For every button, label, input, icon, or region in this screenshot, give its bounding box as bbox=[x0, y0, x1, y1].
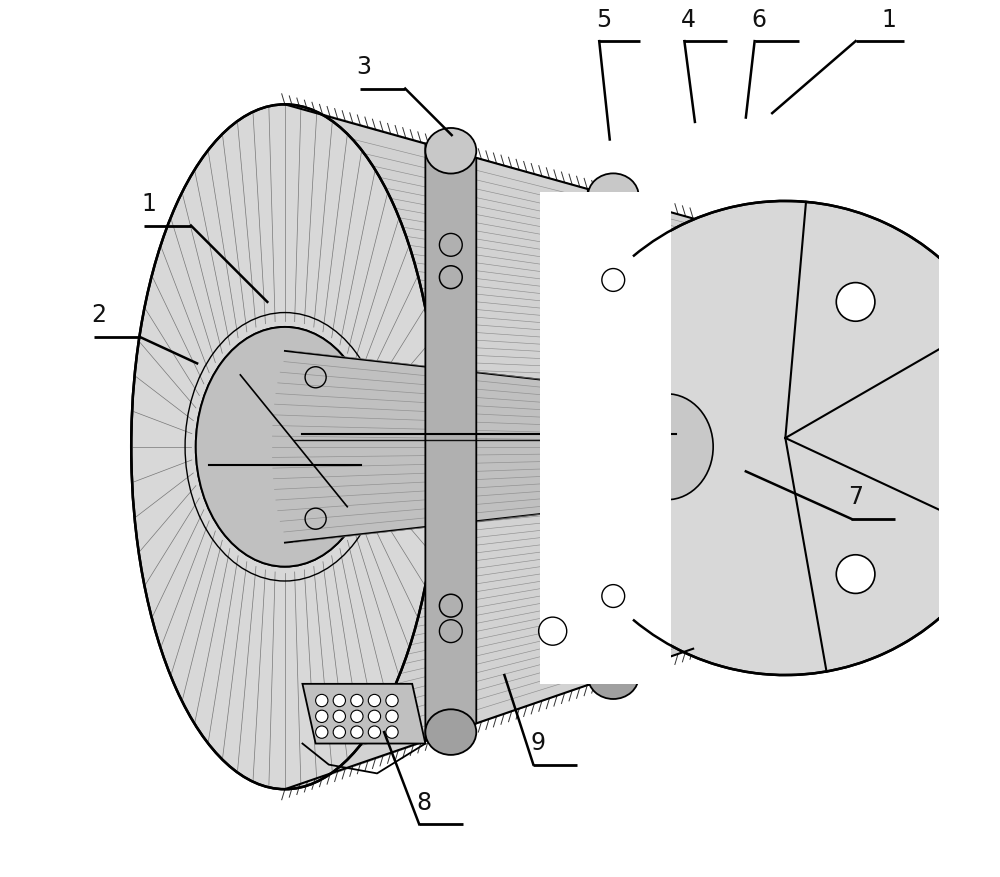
Ellipse shape bbox=[588, 653, 639, 699]
Circle shape bbox=[333, 710, 345, 723]
Circle shape bbox=[351, 710, 363, 723]
Text: 4: 4 bbox=[681, 8, 696, 32]
Text: 9: 9 bbox=[530, 731, 545, 754]
Polygon shape bbox=[285, 105, 693, 789]
Text: 8: 8 bbox=[416, 790, 431, 814]
Text: 1: 1 bbox=[882, 8, 896, 32]
Ellipse shape bbox=[588, 175, 639, 220]
Polygon shape bbox=[425, 145, 476, 741]
Circle shape bbox=[836, 555, 875, 594]
Polygon shape bbox=[588, 189, 639, 685]
Circle shape bbox=[316, 726, 328, 738]
Text: 3: 3 bbox=[356, 55, 371, 79]
Circle shape bbox=[368, 726, 381, 738]
Ellipse shape bbox=[131, 105, 439, 789]
Circle shape bbox=[386, 710, 398, 723]
Ellipse shape bbox=[425, 709, 476, 755]
Text: 2: 2 bbox=[91, 303, 106, 327]
Circle shape bbox=[333, 726, 345, 738]
Circle shape bbox=[333, 695, 345, 707]
Circle shape bbox=[316, 710, 328, 723]
Text: 1: 1 bbox=[141, 192, 156, 216]
Ellipse shape bbox=[620, 395, 713, 500]
Circle shape bbox=[351, 726, 363, 738]
Ellipse shape bbox=[196, 328, 374, 567]
Polygon shape bbox=[285, 352, 667, 543]
Circle shape bbox=[386, 726, 398, 738]
Circle shape bbox=[316, 695, 328, 707]
Text: 6: 6 bbox=[752, 8, 767, 32]
Circle shape bbox=[386, 695, 398, 707]
Circle shape bbox=[351, 695, 363, 707]
Circle shape bbox=[368, 710, 381, 723]
Polygon shape bbox=[302, 684, 425, 744]
Circle shape bbox=[368, 695, 381, 707]
FancyBboxPatch shape bbox=[540, 193, 671, 684]
Circle shape bbox=[942, 415, 980, 453]
Text: 5: 5 bbox=[596, 8, 611, 32]
Ellipse shape bbox=[196, 328, 374, 567]
Circle shape bbox=[548, 202, 1000, 675]
Ellipse shape bbox=[425, 129, 476, 175]
Text: 7: 7 bbox=[848, 485, 863, 509]
Circle shape bbox=[836, 283, 875, 322]
